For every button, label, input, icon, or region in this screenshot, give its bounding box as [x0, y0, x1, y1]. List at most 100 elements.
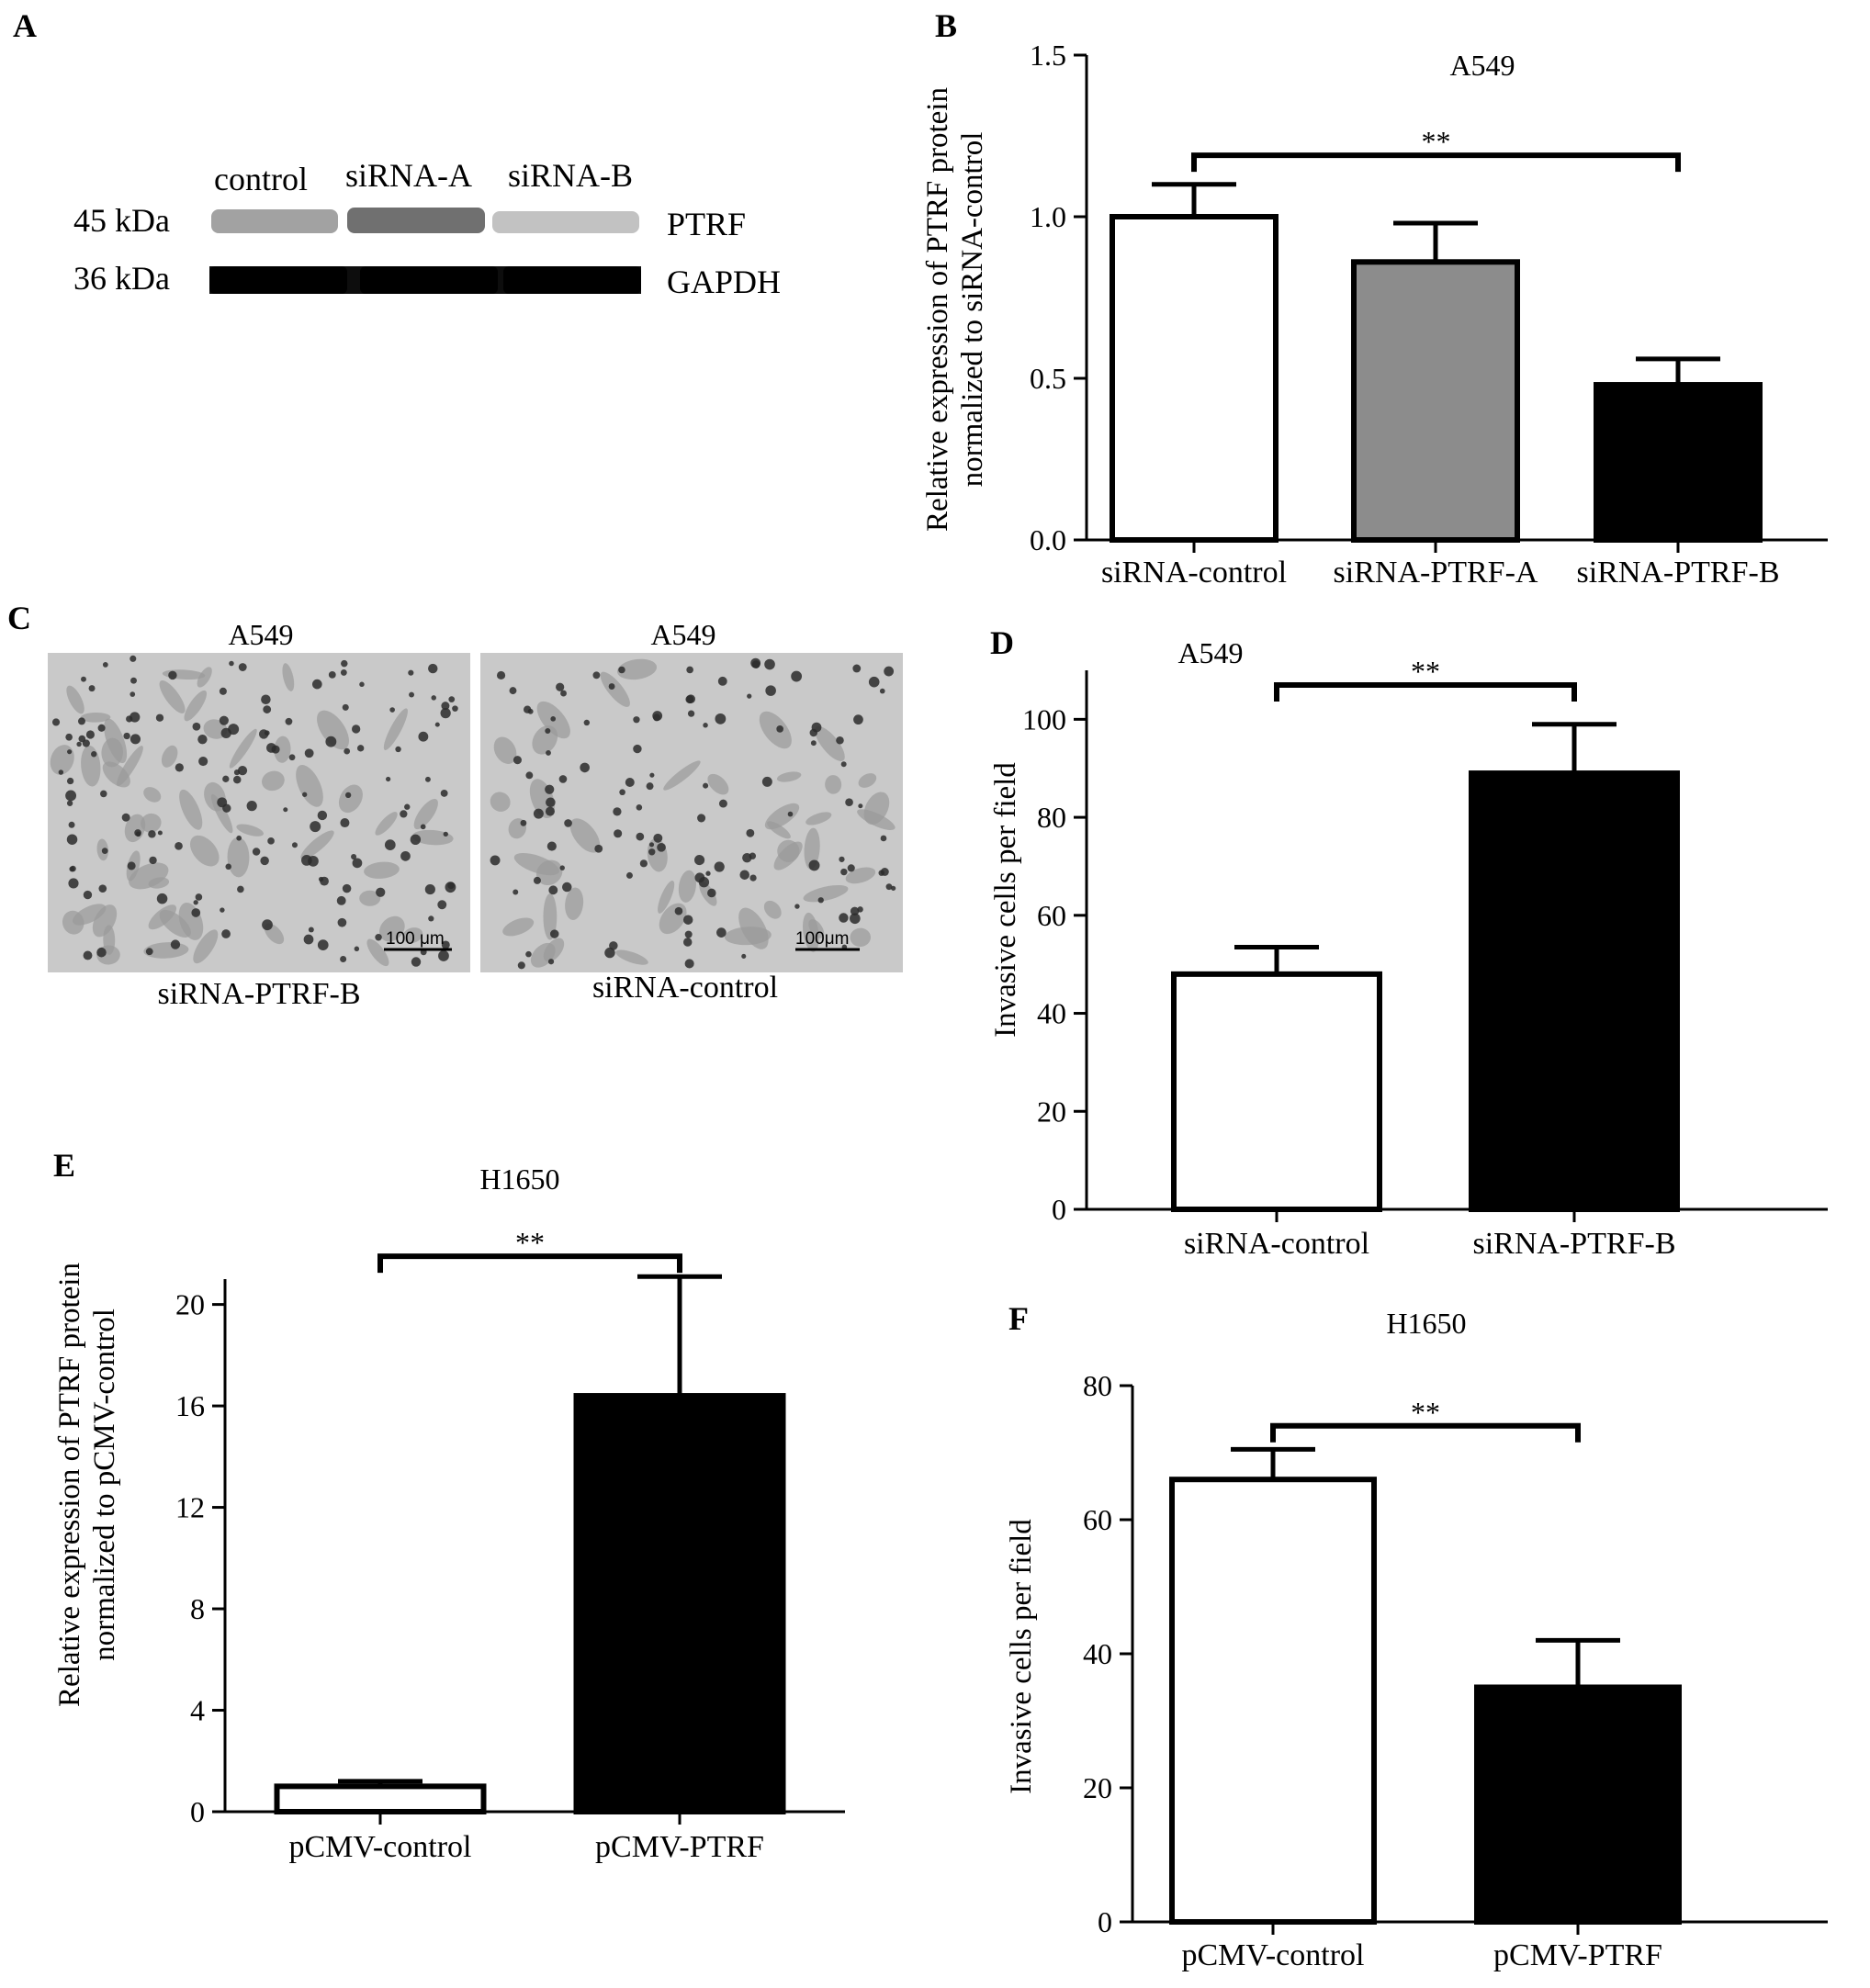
cell-body — [375, 812, 398, 836]
cell-dot — [853, 714, 863, 725]
chart-e-category-label-pcmv-control: pCMV-control — [289, 1830, 472, 1864]
cell-dot — [66, 834, 78, 845]
chart-e: E H1650 Relative expression of PTRF protei… — [53, 1147, 845, 1864]
cell-dot — [351, 854, 357, 860]
cell-dot — [193, 900, 198, 905]
chart-b-bar-sirna-ptrf-a — [1351, 259, 1520, 543]
cell-body — [857, 809, 896, 830]
cell-dot — [741, 953, 747, 959]
cell-dot — [97, 724, 106, 732]
chart-b-ytick-label-0: 0.0 — [1030, 523, 1066, 556]
chart-f-category-label-pcmv-ptrf: pCMV-PTRF — [1493, 1938, 1662, 1972]
cell-dot — [639, 859, 648, 868]
chart-b-ytick-label-3: 1.5 — [1030, 39, 1066, 72]
cell-body — [502, 917, 535, 937]
cell-dot — [130, 734, 141, 745]
cell-dot — [191, 908, 201, 917]
cell-dot — [684, 959, 694, 969]
cell-body — [600, 671, 630, 707]
cell-body — [858, 773, 877, 788]
cell-dot — [496, 670, 506, 680]
cell-body — [383, 708, 408, 750]
cell-dot — [252, 848, 261, 856]
cell-body — [532, 725, 558, 755]
chart-d-ytick-label-3: 60 — [1037, 899, 1066, 932]
cell-body — [101, 737, 123, 768]
chart-b: B A549 Relative expression of PTRF protein… — [921, 7, 1828, 590]
cell-dot — [341, 659, 348, 668]
cell-body — [803, 912, 819, 952]
cell-dot — [96, 947, 107, 958]
cell-dot — [636, 832, 645, 841]
cell-dot — [715, 713, 727, 724]
cell-dot — [703, 782, 709, 789]
cell-dot — [686, 694, 695, 704]
cell-dot — [747, 693, 752, 699]
cell-dot — [618, 666, 625, 674]
cell-dot — [646, 782, 654, 791]
chart-b-category-label-sirna-ptrf-a: siRNA-PTRF-A — [1334, 556, 1538, 590]
cell-dot — [65, 790, 77, 802]
cell-dot — [817, 897, 824, 904]
cell-dot — [448, 696, 456, 702]
cell-dot — [320, 876, 329, 886]
chart-b-bar-sirna-ptrf-b — [1594, 382, 1763, 544]
band-ptrf-control — [211, 209, 338, 233]
cell-dot — [127, 861, 136, 870]
cell-dot — [808, 859, 820, 871]
chart-e-category-label-pcmv-ptrf: pCMV-PTRF — [595, 1830, 764, 1864]
cell-dot — [839, 856, 845, 862]
cell-dot — [443, 831, 448, 837]
cell-dot — [424, 776, 431, 782]
cell-dot — [556, 682, 565, 691]
cell-dot — [884, 666, 895, 677]
protein-label-gapdh: GAPDH — [667, 264, 781, 300]
cell-dot — [102, 662, 108, 668]
chart-e-ylabel-line-1: normalized to pCMV-control — [88, 1308, 121, 1661]
lane-label-control: control — [214, 161, 308, 197]
chart-f-bar-pcmv-ptrf — [1474, 1684, 1682, 1925]
band-ptrf-sirna-b — [492, 211, 639, 233]
cell-dot — [232, 775, 242, 784]
cell-dot — [546, 841, 557, 851]
cell-body — [179, 789, 203, 830]
cell-dot — [303, 934, 314, 945]
cell-dot — [787, 811, 794, 817]
cell-dot — [440, 789, 448, 797]
cell-dot — [441, 940, 450, 949]
cell-dot — [445, 882, 456, 893]
cell-dot — [219, 715, 229, 725]
cell-body — [759, 711, 792, 749]
chart-d-significance-label: ** — [1411, 655, 1440, 688]
cell-body — [850, 927, 872, 948]
cell-dot — [694, 855, 705, 866]
cell-dot — [328, 670, 336, 679]
chart-b-category-label-sirna-control: siRNA-control — [1101, 556, 1287, 590]
cell-dot — [707, 888, 716, 898]
cell-dot — [395, 746, 401, 753]
chart-b-ylabel-line-0: Relative expression of PTRF protein — [921, 87, 954, 532]
cell-dot — [545, 728, 551, 735]
cell-dot — [608, 683, 615, 690]
cell-body — [161, 745, 178, 768]
cell-dot — [78, 735, 86, 743]
cell-dot — [558, 775, 568, 783]
cell-dot — [682, 938, 693, 947]
lane-label-sirna-b: siRNA-B — [508, 157, 633, 194]
cell-body — [804, 827, 820, 870]
cell-dot — [592, 671, 601, 680]
chart-f-bar-pcmv-control — [1169, 1477, 1377, 1925]
chart-b-significance-label: ** — [1422, 125, 1451, 158]
scale-bar-label-right: 100μm — [795, 929, 849, 949]
cell-dot — [879, 688, 885, 694]
chart-d-panel-letter: D — [990, 624, 1014, 661]
cell-dot — [83, 890, 93, 900]
band-gapdh-sirna-b — [503, 266, 641, 294]
cell-dot — [657, 842, 666, 852]
cell-body — [411, 829, 454, 846]
cell-dot — [636, 803, 643, 811]
chart-f-ytick-label-4: 80 — [1083, 1369, 1112, 1402]
cell-dot — [739, 870, 749, 880]
cell-dot — [409, 691, 415, 698]
